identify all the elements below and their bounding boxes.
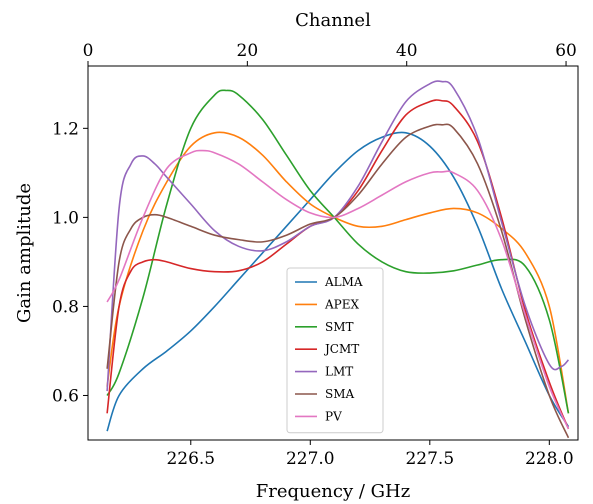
legend-label-lmt: LMT <box>325 365 353 379</box>
top-x-axis-title: Channel <box>295 10 371 31</box>
y-axis-title: Gain amplitude <box>14 183 35 323</box>
legend-label-apex: APEX <box>324 297 360 311</box>
top-x-tick-label: 40 <box>396 41 418 61</box>
x-tick-label: 228.0 <box>525 449 574 469</box>
y-tick-label: 0.8 <box>52 297 79 317</box>
x-axis-title: Frequency / GHz <box>256 481 410 502</box>
x-tick-label: 226.5 <box>166 449 215 469</box>
legend-label-alma: ALMA <box>324 275 363 289</box>
top-x-tick-label: 60 <box>555 41 577 61</box>
y-tick-label: 1.0 <box>52 208 79 228</box>
legend-label-pv: PV <box>325 409 342 423</box>
x-tick-label: 227.5 <box>405 449 454 469</box>
legend-label-jcmt: JCMT <box>323 342 359 356</box>
plot-frame <box>87 65 579 441</box>
series-line-smt <box>106 89 570 414</box>
legend-label-sma: SMA <box>325 387 355 401</box>
ticks-layer: 226.5 227.0 227.5 228.0 0.6 0.8 1.0 1.2 0 20 40 60 <box>52 41 577 469</box>
legend-box <box>286 267 384 434</box>
series-layer <box>106 80 570 439</box>
series-line-pv <box>106 149 570 430</box>
top-x-tick-label: 20 <box>237 41 259 61</box>
y-tick-label: 1.2 <box>52 119 79 139</box>
x-tick-label: 227.0 <box>286 449 335 469</box>
legend: ALMA APEX SMT JCMT LMT SMA PV <box>286 267 384 434</box>
y-tick-label: 0.6 <box>52 386 79 406</box>
series-line-alma <box>106 131 570 432</box>
legend-label-smt: SMT <box>325 320 354 334</box>
series-line-sma <box>106 123 570 439</box>
top-x-tick-label: 0 <box>83 41 94 61</box>
